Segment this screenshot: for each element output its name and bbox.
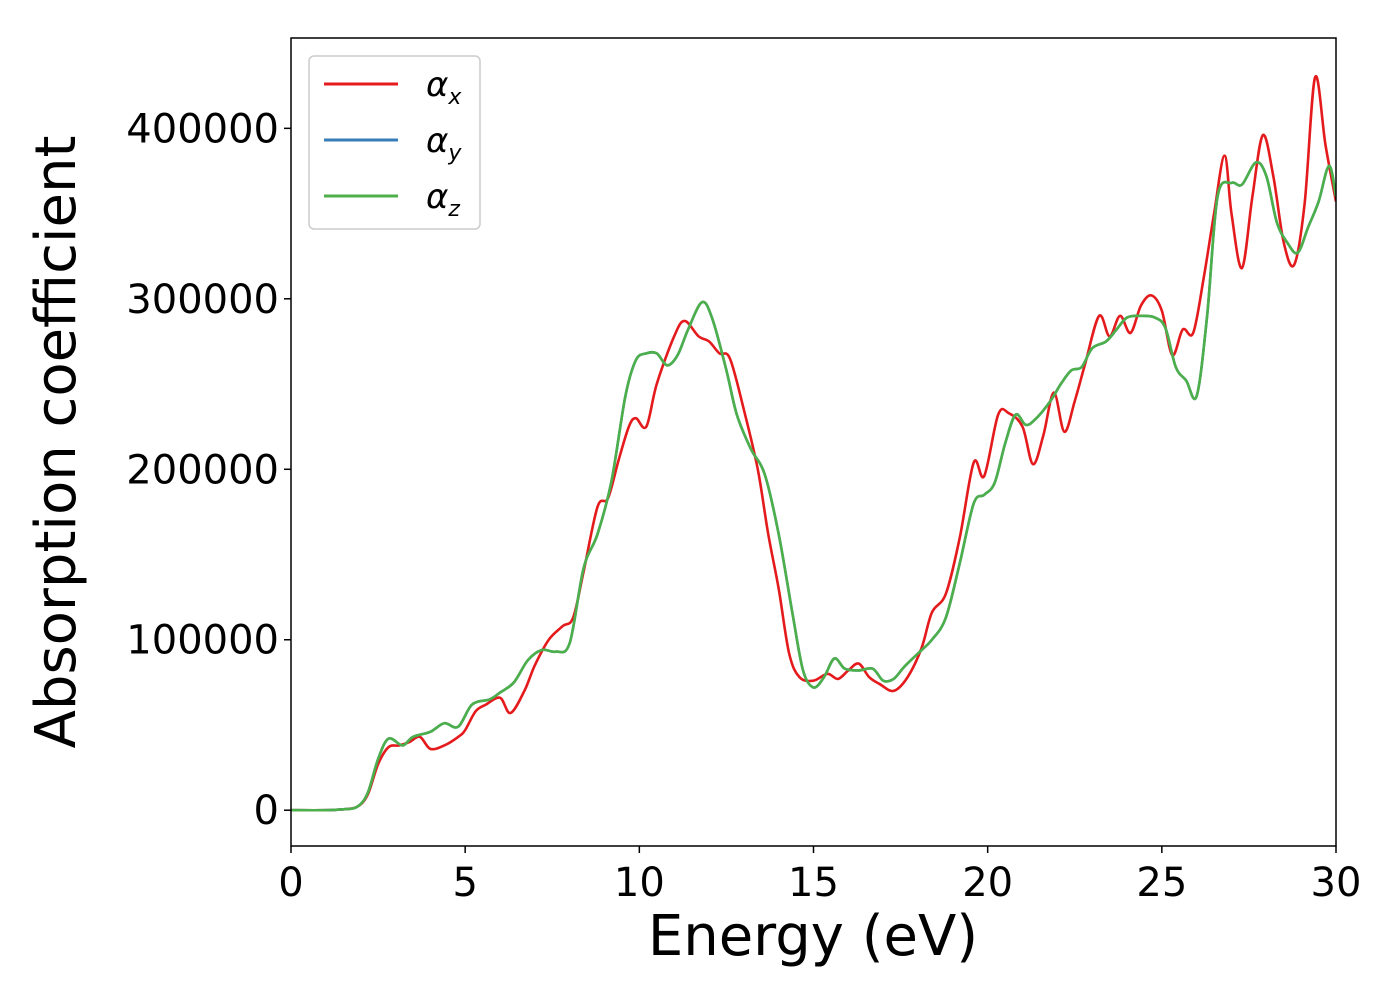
series-layer	[291, 74, 1336, 812]
x-tick-label: 15	[788, 860, 839, 906]
x-tick-label: 20	[962, 860, 1013, 906]
y-tick-label: 0	[254, 788, 279, 834]
legend-label-alpha-x: αx	[426, 65, 462, 110]
series-line-alpha-z	[291, 160, 1336, 812]
x-tick-label: 25	[1136, 860, 1187, 906]
x-tick-label: 10	[614, 860, 665, 906]
y-tick-label: 200000	[126, 447, 279, 493]
legend-box	[308, 55, 481, 230]
y-tick-label: 400000	[126, 106, 279, 152]
x-tick-label: 0	[278, 860, 303, 906]
series-line-alpha-y	[291, 160, 1336, 812]
series-line-alpha-x	[291, 74, 1336, 812]
x-tick-label: 30	[1311, 860, 1362, 906]
y-axis-title: Absorption coefficient	[24, 136, 89, 749]
x-tick-label: 5	[452, 860, 477, 906]
x-axis: 0 5 10 15 20 25 30	[278, 846, 1361, 906]
y-tick-label: 100000	[126, 618, 279, 664]
legend-label-alpha-y: αy	[426, 121, 462, 166]
x-axis-title: Energy (eV)	[648, 904, 978, 969]
y-tick-label: 300000	[126, 277, 279, 323]
y-axis: 0 100000 200000 300000 400000	[126, 106, 291, 834]
